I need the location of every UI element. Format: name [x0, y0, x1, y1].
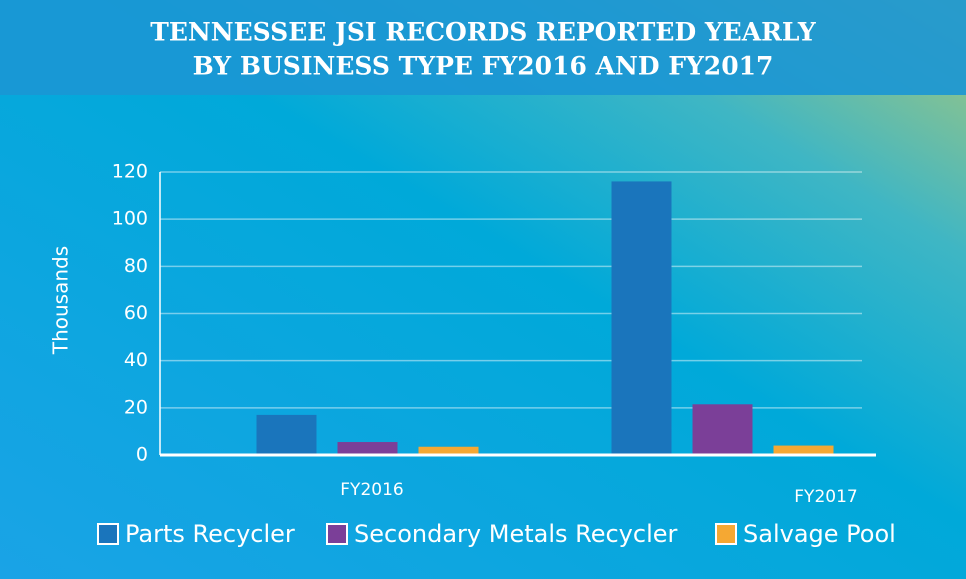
y-tick-label: 80: [124, 255, 148, 277]
y-tick-label: 60: [124, 302, 148, 324]
bar: [692, 404, 753, 455]
legend-label: Parts Recycler: [125, 520, 295, 548]
bar: [337, 442, 398, 455]
bar: [418, 446, 479, 455]
chart-title: BY BUSINESS TYPE FY2016 AND FY2017: [193, 52, 774, 81]
x-tick-label: FY2016: [340, 480, 403, 500]
bar: [256, 414, 317, 455]
legend-swatch: [715, 523, 737, 545]
legend-swatch: [97, 523, 119, 545]
x-tick-label: FY2017: [794, 487, 857, 507]
y-tick-label: 0: [136, 444, 148, 466]
y-tick-label: 100: [112, 208, 148, 230]
y-tick-label: 120: [112, 161, 148, 183]
y-tick-label: 20: [124, 396, 148, 418]
title-band: [0, 0, 966, 95]
legend-label: Secondary Metals Recycler: [354, 520, 678, 548]
bar: [773, 445, 834, 455]
y-tick-label: 40: [124, 349, 148, 371]
legend-label: Salvage Pool: [743, 520, 896, 548]
bar: [611, 181, 672, 455]
legend-swatch: [326, 523, 348, 545]
chart-title: TENNESSEE JSI RECORDS REPORTED YEARLY: [150, 18, 817, 47]
y-axis-label: Thousands: [49, 246, 73, 355]
